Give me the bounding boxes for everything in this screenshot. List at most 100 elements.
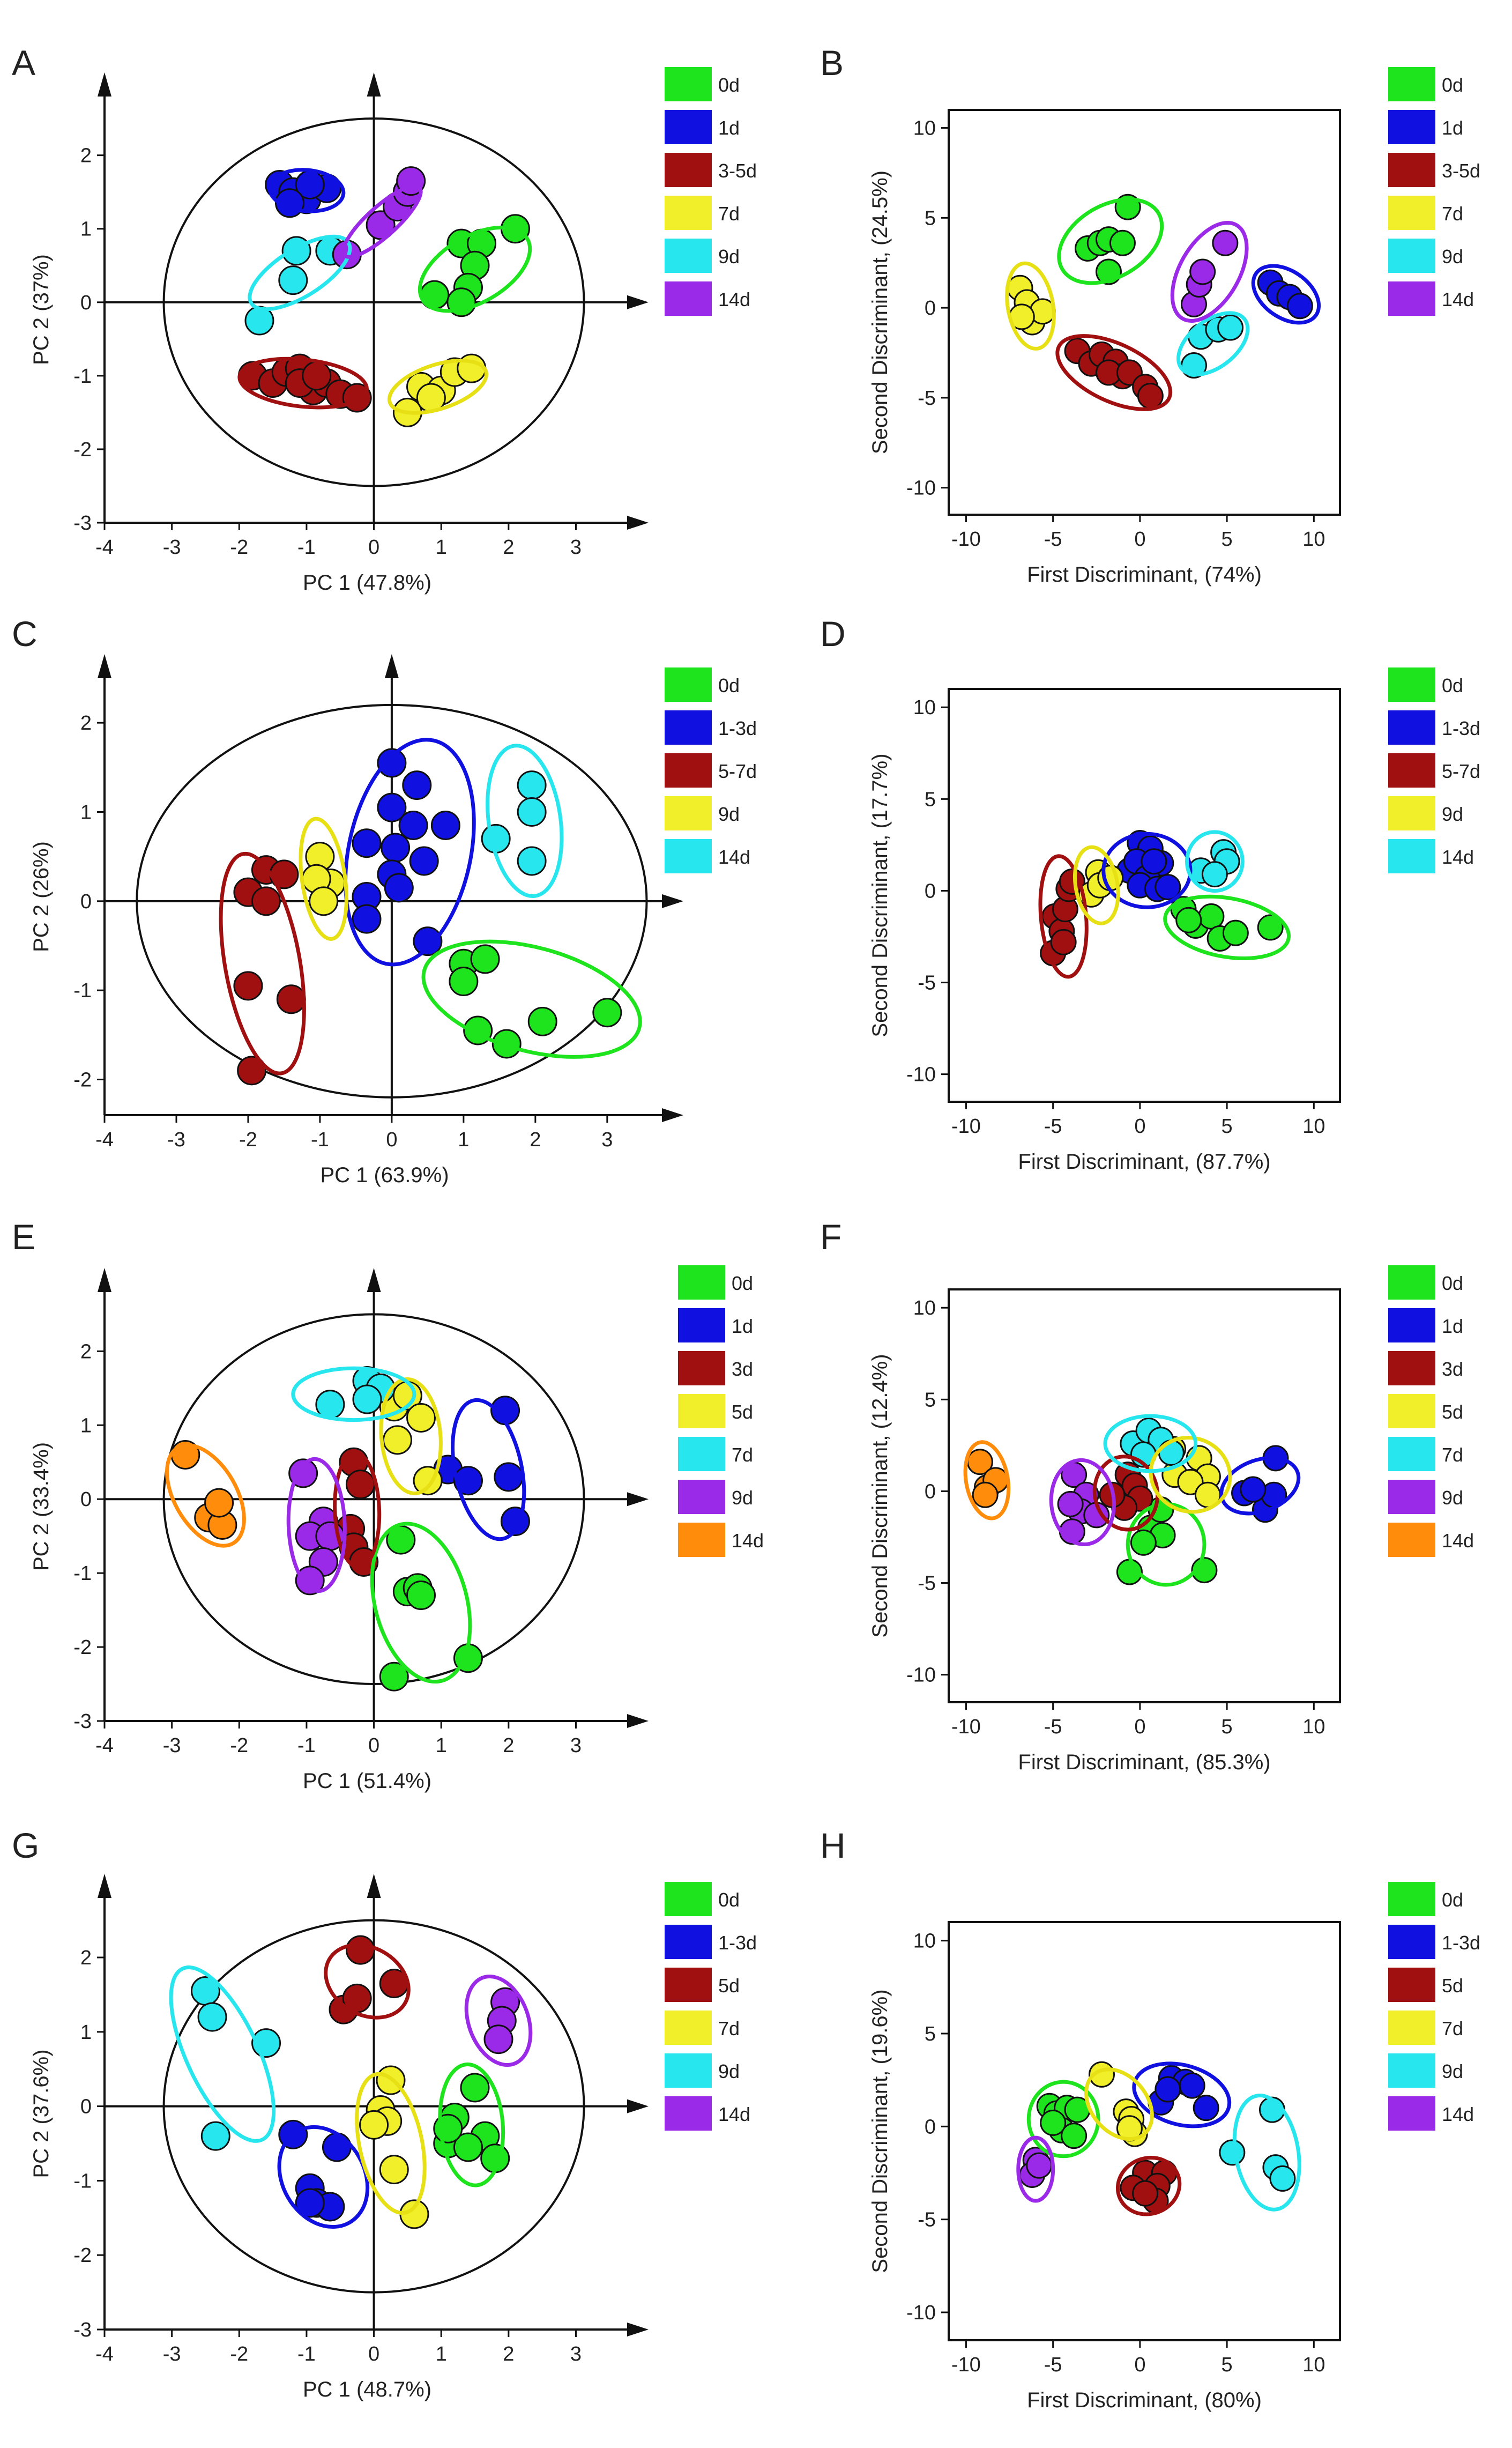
panel-a-legend-label: 1d bbox=[718, 117, 740, 139]
panel-h-legend-swatch bbox=[1388, 1968, 1435, 2002]
panel-e-legend-label: 1d bbox=[732, 1315, 753, 1337]
panel-b-xtick-label: -10 bbox=[951, 528, 981, 551]
panel-h-frame bbox=[948, 1921, 1341, 2341]
panel-h-legend-label: 14d bbox=[1442, 2103, 1474, 2125]
panel-g-point-5d bbox=[345, 1935, 375, 1965]
panel-a-legend-label: 3-5d bbox=[718, 160, 757, 182]
panel-a-xtick-label: 0 bbox=[368, 536, 379, 559]
panel-c-ellipse-9d bbox=[299, 817, 348, 941]
panel-d-ytick-label: -5 bbox=[918, 972, 936, 995]
panel-c-point-1-3d bbox=[352, 828, 382, 858]
panel-c-legend: 0d 1-3d 5-7d 9d 14d bbox=[665, 667, 757, 873]
panel-b-xtick-label: -5 bbox=[1044, 528, 1062, 551]
panel-g-ellipse-14d bbox=[464, 1975, 533, 2067]
panel-f-point-1d bbox=[1240, 1476, 1267, 1503]
panel-c-point-9d bbox=[309, 886, 339, 916]
panel-d-legend-label: 0d bbox=[1442, 674, 1463, 696]
panel-a-xtick-label: -1 bbox=[297, 536, 316, 559]
panel-c-point-1-3d bbox=[377, 748, 407, 778]
panel-g-legend-label: 14d bbox=[718, 2103, 750, 2125]
panel-g-ytick-label: 0 bbox=[80, 2096, 92, 2118]
panel-e-ytick-label: 0 bbox=[80, 1488, 92, 1511]
panel-d-xtick-label: -5 bbox=[1044, 1115, 1062, 1138]
panel-a-legend-swatch bbox=[665, 281, 712, 316]
panel-a-xtick-label: 3 bbox=[570, 536, 582, 559]
panel-b-xtick-label: 10 bbox=[1302, 528, 1325, 551]
panel-c-series-5-7d bbox=[233, 855, 306, 1086]
panel-d-ellipse-14d bbox=[1185, 830, 1245, 893]
panel-c-ytick-label: 2 bbox=[80, 712, 92, 735]
panel-d: D -10 -5 0 5 10 -10 -5 0 5 10 First Discriminant, (… bbox=[820, 614, 1480, 1174]
panel-a-ellipse-14d bbox=[341, 184, 423, 259]
panel-g-x-arrow bbox=[627, 2099, 649, 2113]
panel-f-legend-label: 7d bbox=[1442, 1444, 1463, 1466]
panel-h-point-0d bbox=[1040, 2109, 1067, 2136]
panel-f-point-9d bbox=[1057, 1490, 1084, 1517]
panel-d-xlabel: First Discriminant, (87.7%) bbox=[1018, 1150, 1270, 1174]
panel-h-ytick-label: -5 bbox=[918, 2209, 936, 2231]
panel-h-legend-swatch bbox=[1388, 1925, 1435, 1959]
panel-e-series-14d bbox=[170, 1440, 237, 1540]
panel-a-letter: A bbox=[12, 43, 35, 83]
panel-g-legend-label: 1-3d bbox=[718, 1932, 757, 1954]
panel-b-frame bbox=[948, 109, 1341, 516]
panel-c-ytick-label: -2 bbox=[73, 1069, 92, 1091]
panel-g-ellipse-9d bbox=[169, 1965, 276, 2143]
panel-h-point-9d bbox=[1269, 2165, 1296, 2192]
panel-g-ytick-label: -1 bbox=[73, 2170, 92, 2192]
panel-e-point-1d bbox=[453, 1466, 483, 1496]
panel-b-point-3-5d bbox=[1137, 383, 1164, 410]
panel-a-legend-label: 9d bbox=[718, 246, 740, 268]
panel-c-point-0d bbox=[449, 967, 479, 997]
panel-d-ylabel: Second Discriminant, (17.7%) bbox=[868, 753, 892, 1037]
panel-e-legend-label: 7d bbox=[732, 1444, 753, 1466]
panel-c-point-1-3d bbox=[413, 926, 443, 956]
panel-a-ellipse-7d bbox=[387, 359, 488, 415]
panel-c-xlabel: PC 1 (63.9%) bbox=[320, 1163, 449, 1187]
panel-a-series-7d bbox=[392, 353, 487, 427]
panel-b-legend-swatch bbox=[1388, 110, 1435, 144]
panel-f-xtick-label: 0 bbox=[1134, 1716, 1145, 1738]
panel-g-point-7d bbox=[359, 2110, 389, 2140]
panel-d-legend-swatch bbox=[1388, 839, 1435, 873]
panel-d-legend-label: 14d bbox=[1442, 846, 1474, 868]
panel-f-ellipse-5d bbox=[1149, 1435, 1232, 1514]
panel-c-legend-label: 5-7d bbox=[718, 760, 757, 782]
panel-h-xtick-label: 10 bbox=[1302, 2354, 1325, 2376]
panel-f-ellipse-7d bbox=[1103, 1414, 1198, 1473]
panel-b-ellipse-14d bbox=[1170, 221, 1249, 323]
panel-d-letter: D bbox=[820, 614, 846, 654]
panel-g-legend: 0d 1-3d 5d 7d 9d 14d bbox=[665, 1882, 757, 2131]
panel-g-y-arrow bbox=[367, 1874, 381, 1898]
panel-c-letter: C bbox=[12, 614, 38, 654]
panel-a-legend-label: 7d bbox=[718, 203, 740, 225]
panel-c-ellipse-5-7d bbox=[219, 851, 306, 1075]
panel-h-xtick-label: -10 bbox=[951, 2354, 981, 2376]
panel-b-series-1d bbox=[1257, 269, 1313, 320]
panel-e-xtick-label: -1 bbox=[297, 1734, 316, 1757]
panel-c-legend-label: 1-3d bbox=[718, 717, 757, 739]
panel-c-ellipse-14d bbox=[486, 744, 564, 898]
panel-a-ytick-label: -1 bbox=[73, 365, 92, 388]
panel-e-ellipse-0d bbox=[370, 1522, 472, 1684]
panel-g-legend-swatch bbox=[665, 2096, 712, 2131]
panel-f-legend-swatch bbox=[1388, 1394, 1435, 1428]
panel-g-xlabel: PC 1 (48.7%) bbox=[303, 2378, 431, 2401]
panel-c-legend-swatch bbox=[665, 710, 712, 745]
panel-e-ellipse-7d bbox=[291, 1366, 416, 1422]
panel-f-legend-swatch bbox=[1388, 1437, 1435, 1471]
panel-c-legend-swatch bbox=[665, 796, 712, 830]
panel-h-legend-swatch bbox=[1388, 1882, 1435, 1916]
panel-d-series-5-7d bbox=[1040, 868, 1085, 967]
panel-g-xtick-label: 1 bbox=[436, 2343, 447, 2365]
panel-e-ytick-label: -3 bbox=[73, 1710, 92, 1733]
panel-c-xtick-label: -4 bbox=[95, 1129, 114, 1151]
panel-c-point-0d bbox=[527, 1006, 557, 1036]
panel-a-xtick-label: -3 bbox=[163, 536, 181, 559]
panel-e-ytick-label: -2 bbox=[73, 1636, 92, 1659]
panel-e-xlabel: PC 1 (51.4%) bbox=[303, 1769, 431, 1793]
panel-g-xtick-label: 2 bbox=[503, 2343, 514, 2365]
panel-b-legend-swatch bbox=[1388, 239, 1435, 273]
